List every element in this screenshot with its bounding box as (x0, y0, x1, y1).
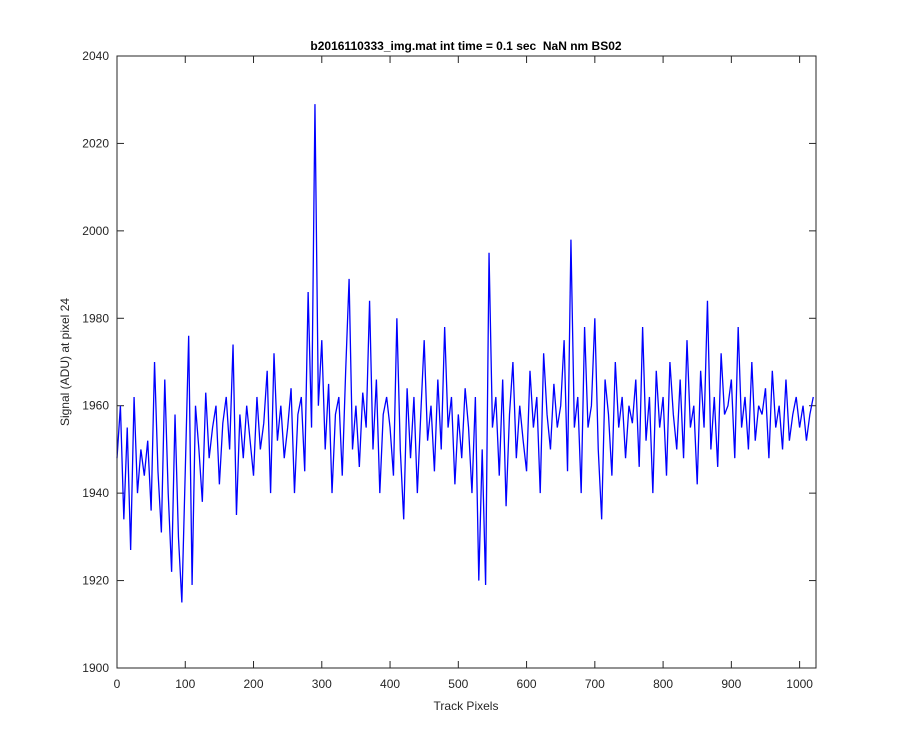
y-tick-label: 2000 (82, 224, 109, 238)
x-tick-label: 300 (312, 677, 332, 691)
data-line (116, 104, 814, 603)
chart-title: b2016110333_img.mat int time = 0.1 sec N… (310, 39, 621, 53)
x-tick-label: 1000 (786, 677, 813, 691)
plot-frame (116, 55, 817, 669)
y-tick-label: 1940 (82, 486, 109, 500)
y-tick-label: 1960 (82, 399, 109, 413)
x-tick-label: 700 (585, 677, 605, 691)
x-tick-label: 900 (721, 677, 741, 691)
x-tick-label: 600 (517, 677, 537, 691)
x-tick-label: 0 (114, 677, 121, 691)
y-tick-label: 1980 (82, 311, 109, 325)
x-tick-label: 500 (448, 677, 468, 691)
y-axis-label: Signal (ADU) at pixel 24 (58, 298, 72, 426)
x-tick-label: 400 (380, 677, 400, 691)
y-tick-label: 1900 (82, 661, 109, 675)
y-tick-label: 2020 (82, 136, 109, 150)
x-tick-label: 800 (653, 677, 673, 691)
y-tick-label: 1920 (82, 574, 109, 588)
x-axis-label: Track Pixels (434, 699, 499, 713)
y-tick-label: 2040 (82, 49, 109, 63)
x-tick-label: 100 (175, 677, 195, 691)
x-tick-label: 200 (244, 677, 264, 691)
